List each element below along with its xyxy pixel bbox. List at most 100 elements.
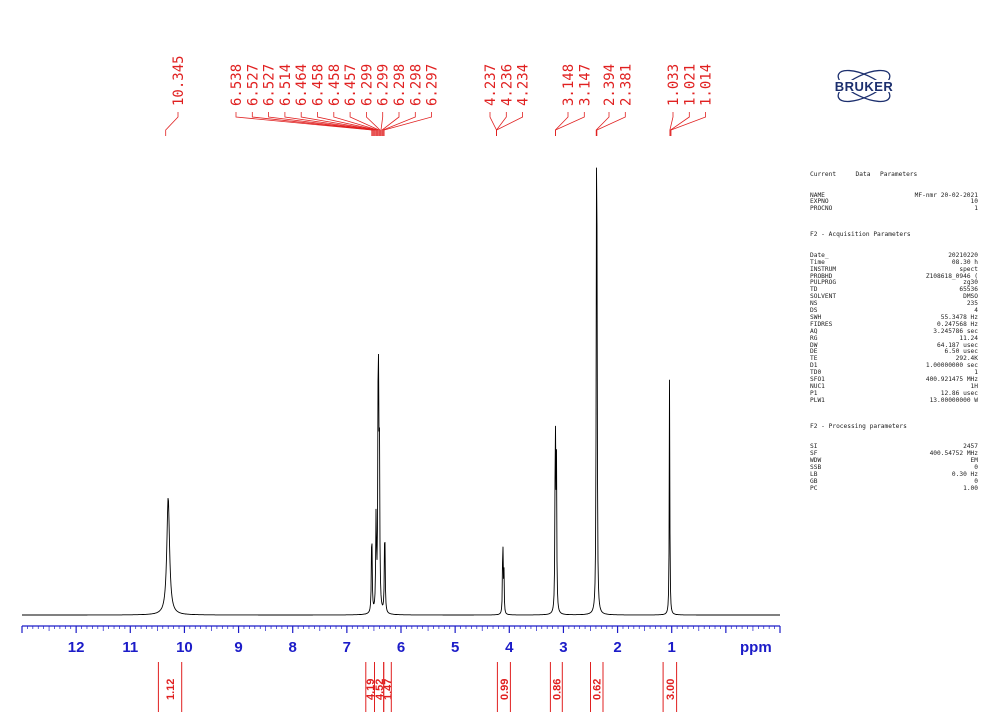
param-value: 0 <box>974 477 978 485</box>
param-key: INSTRUM <box>810 265 837 273</box>
peak-leader <box>555 112 569 136</box>
param-value: Z108618_0946 ( <box>925 272 978 280</box>
peak-label: 6.514 <box>278 64 294 106</box>
param-value: 400.921475 MHz <box>925 376 978 384</box>
params-header-data: Data <box>855 170 871 178</box>
integral-bracket <box>383 662 392 712</box>
params-current-rows: NAME MF-nmr 20-02-2021 EXPNO 10 PROCNO 1 <box>810 191 986 214</box>
param-key: Date_ <box>810 251 829 259</box>
integral-brackets: 1.12 4.194.521.47 0.99 0.86 0.62 3.00 <box>157 662 678 712</box>
peak-leader <box>381 112 400 136</box>
peak-leader <box>669 112 674 136</box>
param-row: SSB 0 <box>810 463 986 472</box>
peak-leader <box>268 112 375 136</box>
param-key: LB <box>810 470 818 478</box>
spectrum-trace <box>22 167 780 616</box>
param-row: TD 65536 <box>810 286 986 294</box>
param-key: AQ <box>810 327 818 335</box>
peak-leader <box>317 112 378 136</box>
param-value: 13.00000000 W <box>929 396 978 404</box>
param-row: PULPROG zg30 <box>810 280 986 287</box>
x-tick-label: 11 <box>122 639 138 656</box>
param-value: 4 <box>974 307 978 315</box>
peak-label: 10.345 <box>171 55 187 106</box>
peak-label: 4.236 <box>499 64 515 106</box>
param-key: PROBHD <box>810 272 833 280</box>
peak-label: 6.527 <box>262 64 278 106</box>
x-tick-label: 6 <box>397 639 405 656</box>
peak-label: 3.148 <box>561 64 577 106</box>
param-row: GB 0 <box>810 477 986 486</box>
acquisition-title: F2 - Acquisition Parameters <box>810 231 911 239</box>
peak-leader <box>380 112 384 136</box>
param-key: P1 <box>810 389 818 397</box>
param-value: 1 <box>974 205 978 213</box>
param-value: 2457 <box>963 443 978 451</box>
param-row: SFO1 400.921475 MHz <box>810 376 986 384</box>
peak-label: 6.298 <box>408 64 424 106</box>
param-value: zg30 <box>963 279 978 287</box>
integral-label: 3.00 <box>665 679 677 700</box>
param-key: DW <box>810 341 818 349</box>
peak-label: 6.299 <box>376 64 392 106</box>
peak-label: 1.021 <box>682 64 698 106</box>
param-row: NAME MF-nmr 20-02-2021 <box>810 191 986 200</box>
bruker-logo-icon: BRUKER <box>834 69 894 103</box>
x-tick-label: 10 <box>176 639 193 656</box>
peak-label: 2.381 <box>618 64 634 106</box>
param-key: TE <box>810 355 818 363</box>
integral-label: 0.62 <box>592 679 604 700</box>
param-value: 08.30 h <box>951 258 978 266</box>
data-parameters-panel: Current Data Parameters NAME MF-nmr 20-02… <box>810 158 986 500</box>
param-row: PC 1.00 <box>810 485 986 493</box>
integral-bracket <box>157 662 183 712</box>
param-value: 65536 <box>959 286 978 294</box>
x-axis-ticks: 12 11 10 9 8 7 6 5 4 3 2 1 <box>21 626 781 656</box>
param-value: 3.245786 sec <box>933 327 978 335</box>
integral-label: 0.99 <box>499 679 511 700</box>
param-key: DS <box>810 307 818 315</box>
param-row: SWH 55.3478 Hz <box>810 313 986 322</box>
x-tick-label: 7 <box>343 639 351 656</box>
processing-title: F2 - Processing parameters <box>810 422 907 430</box>
peak-leader <box>284 112 376 136</box>
param-key: SWH <box>810 313 822 321</box>
peak-label: 2.394 <box>602 64 618 106</box>
peak-leader <box>251 112 374 136</box>
param-row: DE 6.50 usec <box>810 349 986 356</box>
peak-label: 6.458 <box>311 64 327 106</box>
param-row: TD0 1 <box>810 369 986 377</box>
param-value: 0 <box>974 463 978 471</box>
param-row: D1 1.00000000 sec <box>810 362 986 370</box>
peak-label: 6.299 <box>359 64 375 106</box>
param-row: PROBHD Z108618_0946 ( <box>810 272 986 281</box>
peak-leader <box>489 112 497 136</box>
param-value: 20210220 <box>948 251 978 259</box>
param-value: 1.00000000 sec <box>925 362 978 370</box>
param-key: SF <box>810 450 818 458</box>
peak-label: 6.298 <box>392 64 408 106</box>
peak-leader <box>382 112 416 136</box>
integral-label: 1.12 <box>165 679 177 700</box>
peak-leader <box>349 112 380 136</box>
param-key: TD0 <box>810 369 822 377</box>
x-tick-label: 9 <box>234 639 242 656</box>
param-key: GB <box>810 477 818 485</box>
param-value: MF-nmr 20-02-2021 <box>914 191 978 199</box>
param-row: SF 400.54752 MHz <box>810 450 986 458</box>
peak-label: 3.147 <box>577 64 593 106</box>
param-key: PULPROG <box>810 279 837 287</box>
integral-label: 0.86 <box>551 679 563 700</box>
param-value: 10 <box>970 198 978 206</box>
param-key: NUC1 <box>810 383 825 390</box>
param-key: SFO1 <box>810 376 825 384</box>
params-acquisition-rows: Date_ 20210220 Time 08.30 h INSTRUM spect PROB… <box>810 251 986 405</box>
param-key: WDW <box>810 457 822 465</box>
param-value: DMSO <box>963 293 978 301</box>
integral-label: 4.52 <box>374 679 386 700</box>
peak-label: 4.234 <box>516 64 532 106</box>
param-key: RG <box>810 334 818 342</box>
param-row: DW 64.187 usec <box>810 341 986 350</box>
param-key: D1 <box>810 362 818 370</box>
